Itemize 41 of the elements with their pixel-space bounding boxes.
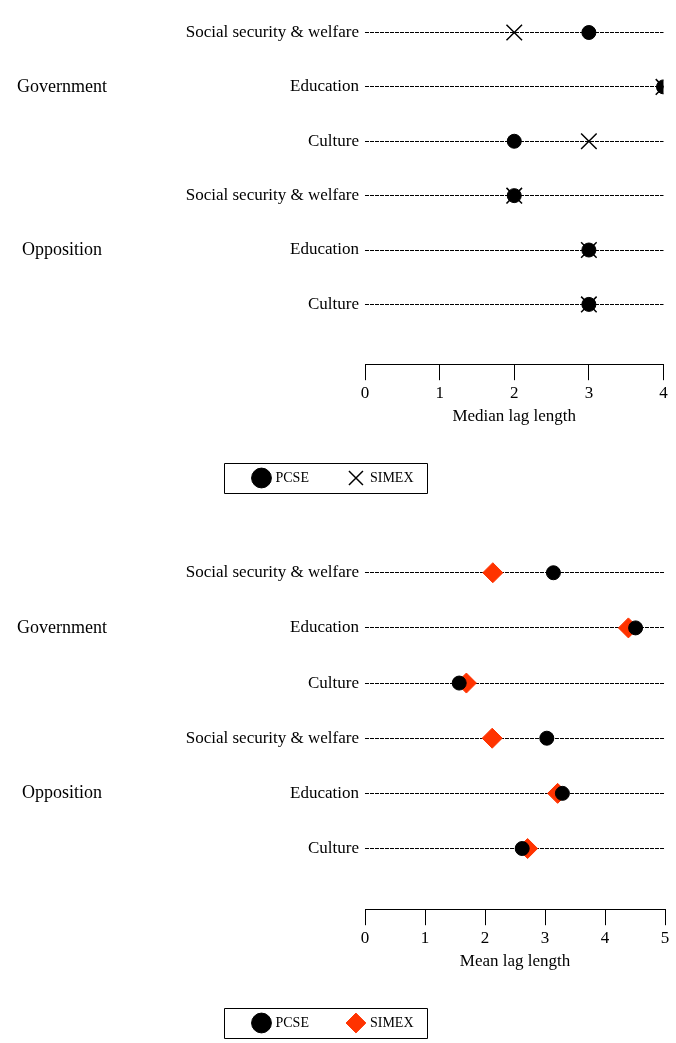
y-tick-label: Education	[290, 617, 360, 637]
x-tick-label: 1	[420, 927, 430, 947]
point	[554, 785, 570, 801]
legend-label: SIMEX	[369, 469, 414, 485]
legend-label: PCSE	[275, 1014, 309, 1030]
point	[628, 620, 644, 636]
legend-label: PCSE	[275, 469, 309, 485]
text: Government	[17, 616, 107, 637]
y-tick-label: Culture	[308, 293, 359, 313]
y-tick-label: Social security & welfare	[185, 562, 359, 582]
point	[481, 727, 503, 749]
x-tick-label: 4	[600, 927, 610, 947]
y-tick-label: Social security & welfare	[185, 21, 359, 41]
text: Opposition	[21, 238, 103, 259]
y-tick-label: Culture	[308, 838, 359, 857]
point	[514, 841, 530, 857]
y-tick-label: Education	[290, 782, 360, 802]
x-tick-label: 4	[659, 382, 669, 402]
point	[545, 565, 561, 581]
y-tick-label: Education	[290, 76, 360, 96]
x-tick-label: 0	[360, 382, 370, 402]
y-tick-label: Culture	[308, 672, 359, 692]
point	[451, 675, 467, 691]
y-tick-label: Education	[290, 239, 360, 259]
text: Opposition	[21, 782, 103, 803]
point	[482, 562, 504, 584]
x-tick-label: 3	[540, 927, 550, 947]
legend-label: SIMEX	[369, 1014, 414, 1030]
x-tick-label: 1	[435, 382, 444, 402]
x-axis-title: Mean lag length	[459, 951, 571, 971]
x-axis-title: Median lag length	[452, 406, 577, 426]
x-tick-label: 5	[660, 927, 670, 947]
y-tick-label: Social security & welfare	[185, 185, 359, 205]
x-tick-label: 2	[510, 382, 519, 402]
y-tick-label: Social security & welfare	[185, 727, 359, 747]
point	[539, 730, 555, 746]
y-tick-label: Culture	[308, 130, 359, 150]
x-tick-label: 3	[584, 382, 594, 402]
text: Government	[17, 75, 107, 96]
x-tick-label: 0	[360, 927, 370, 947]
x-tick-label: 2	[480, 927, 490, 947]
